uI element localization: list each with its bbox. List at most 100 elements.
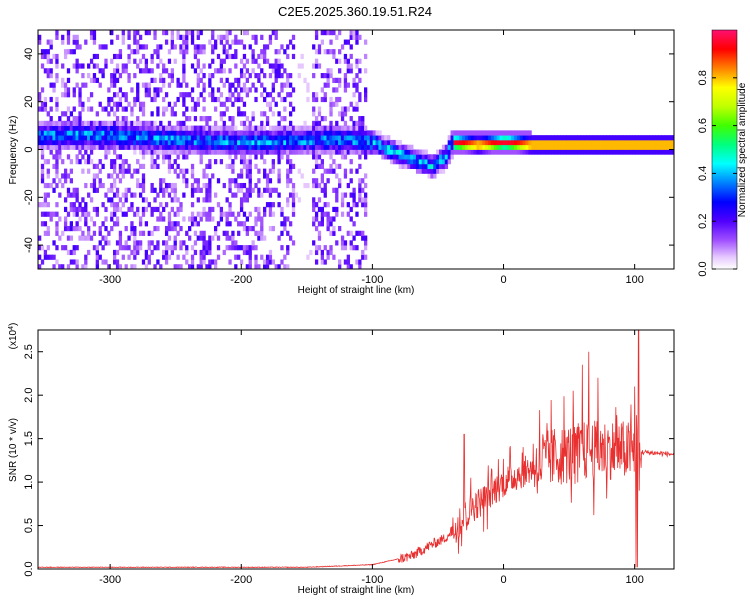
heatmap-cell [340, 111, 345, 117]
heatmap-cell [199, 144, 203, 150]
heatmap-cell [257, 149, 261, 155]
heatmap-cell [381, 139, 385, 146]
heatmap-cell [586, 149, 590, 155]
heatmap-cell [389, 144, 394, 150]
heatmap-cell [188, 116, 192, 122]
heatmap-cell [170, 206, 174, 213]
heatmap-cell [343, 39, 348, 45]
heatmap-cell [283, 106, 287, 112]
heatmap-cell [231, 168, 235, 174]
heatmap-cell [323, 149, 327, 155]
heatmap-cell [349, 44, 353, 50]
heatmap-cell [141, 139, 146, 146]
heatmap-cell [63, 197, 68, 203]
heatmap-cell [72, 206, 76, 213]
heatmap-cell [369, 130, 374, 136]
heatmap-cell [121, 135, 125, 141]
heatmap-cell [614, 144, 619, 150]
heatmap-cell [312, 92, 316, 98]
heatmap-cell [326, 30, 330, 36]
heatmap-cell [55, 230, 59, 236]
heatmap-cell [346, 63, 350, 69]
heatmap-cell [150, 135, 154, 141]
heatmap-cell [242, 135, 247, 141]
heatmap-cell [364, 135, 368, 141]
heatmap-cell [153, 139, 157, 146]
heatmap-cell [219, 34, 224, 40]
heatmap-cell [176, 144, 180, 150]
heatmap-cell [133, 101, 137, 107]
heatmap-cell [124, 211, 128, 217]
heatmap-cell [104, 259, 108, 265]
heatmap-cell [326, 225, 330, 232]
heatmap-cell [283, 68, 287, 74]
heatmap-cell [436, 154, 440, 160]
heatmap-cell [49, 116, 53, 122]
heatmap-cell [182, 144, 186, 150]
heatmap-cell [317, 135, 322, 141]
heatmap-cell [366, 135, 371, 141]
heatmap-cell [159, 187, 163, 193]
heatmap-cell [193, 53, 198, 60]
heatmap-cell [568, 144, 573, 150]
heatmap-cell [271, 225, 275, 232]
heatmap-cell [338, 264, 342, 269]
y-tick-label: 0 [23, 146, 35, 152]
heatmap-cell [225, 130, 229, 136]
heatmap-cell [326, 125, 330, 131]
heatmap-cell [234, 182, 238, 189]
heatmap-cell [268, 106, 273, 112]
heatmap-cell [49, 82, 53, 88]
heatmap-cell [251, 135, 255, 141]
heatmap-cell [245, 192, 249, 198]
heatmap-cell [222, 101, 226, 107]
heatmap-cell [43, 53, 48, 60]
heatmap-cell [234, 34, 238, 40]
heatmap-cell [591, 144, 596, 150]
heatmap-cell [211, 216, 215, 222]
heatmap-cell [245, 116, 249, 122]
heatmap-cell [228, 87, 232, 93]
heatmap-cell [205, 249, 209, 256]
heatmap-cell [38, 130, 42, 136]
heatmap-cell [271, 111, 275, 117]
heatmap-cell [153, 187, 157, 193]
heatmap-cell [72, 106, 76, 112]
heatmap-cell [528, 149, 532, 155]
heatmap-cell [646, 139, 650, 146]
heatmap-cell [84, 159, 88, 165]
heatmap-cell [291, 192, 296, 198]
heatmap-cell [283, 130, 287, 136]
heatmap-cell [124, 130, 128, 136]
heatmap-cell [87, 96, 91, 103]
heatmap-cell [185, 49, 189, 55]
heatmap-cell [257, 125, 261, 131]
heatmap-cell [271, 87, 275, 93]
heatmap-cell [84, 254, 88, 260]
heatmap-cell [211, 235, 215, 241]
heatmap-cell [170, 245, 174, 251]
heatmap-cell [46, 168, 50, 174]
heatmap-cell [66, 68, 71, 74]
heatmap-cell [361, 249, 365, 256]
heatmap-cell [606, 135, 610, 141]
heatmap-cell [185, 135, 189, 141]
heatmap-cell [254, 163, 258, 170]
heatmap-cell [534, 135, 538, 141]
heatmap-cell [113, 206, 117, 213]
heatmap-cell [182, 125, 186, 131]
heatmap-cell [216, 149, 221, 155]
heatmap-cell [476, 139, 480, 146]
heatmap-cell [525, 130, 529, 136]
heatmap-cell [358, 144, 362, 150]
heatmap-cell [159, 77, 163, 83]
heatmap-cell [55, 130, 59, 136]
heatmap-cell [626, 149, 630, 155]
heatmap-cell [329, 245, 333, 251]
heatmap-cell [361, 135, 365, 141]
heatmap-cell [222, 149, 226, 155]
heatmap-cell [162, 216, 166, 222]
heatmap-cell [346, 149, 350, 155]
heatmap-cell [291, 163, 296, 170]
heatmap-cell [144, 30, 149, 36]
